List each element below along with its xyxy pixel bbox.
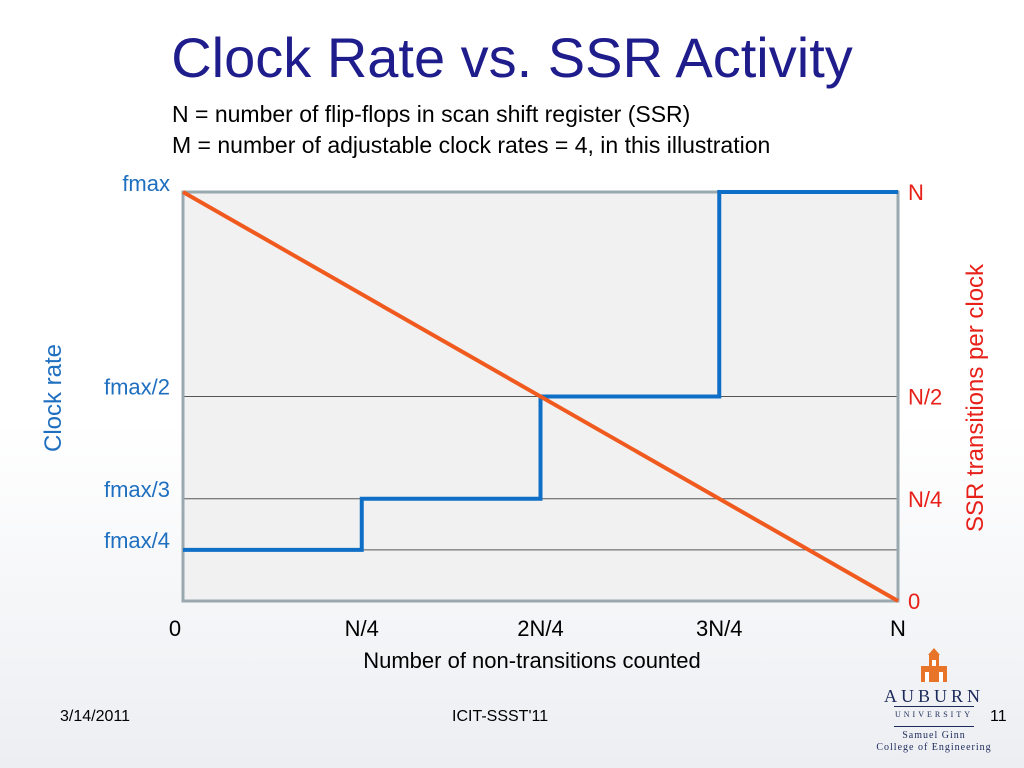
left-tick-label: fmax/4 [104, 528, 170, 553]
footer-date: 3/14/2011 [60, 708, 130, 725]
plot-frame [181, 190, 900, 603]
right-tick-label: N [908, 180, 924, 205]
logo-rule-bottom [894, 726, 974, 727]
x-tick-label: 2N/4 [517, 616, 563, 641]
subtitle-line-n: N = number of flip-flops in scan shift r… [172, 101, 691, 127]
subtitle-line-m: M = number of adjustable clock rates = 4… [172, 132, 771, 158]
logo-rule-top [894, 706, 974, 707]
x-tick-label: 0 [169, 616, 181, 641]
footer-page-number: 11 [990, 708, 1007, 725]
left-axis-label: Clock rate [40, 344, 67, 452]
logo-college: Samuel Ginn College of Engineering [866, 730, 1002, 754]
transitions-line-series [182, 190, 899, 603]
right-axis-label: SSR transitions per clock [962, 263, 989, 532]
right-tick-label: N/4 [908, 487, 942, 512]
logo-wordmark: AUBURN [883, 686, 984, 706]
logo-university: UNIVERSITY [895, 710, 973, 719]
left-tick-label: fmax [122, 171, 170, 196]
left-tick-label: fmax/2 [104, 375, 170, 400]
x-tick-label: N/4 [345, 616, 379, 641]
logo-college-line1: Samuel Ginn [902, 730, 966, 741]
right-tick-label: 0 [908, 589, 920, 614]
slide-title: Clock Rate vs. SSR Activity [171, 26, 853, 89]
right-tick-label: N/2 [908, 385, 942, 410]
left-tick-label: fmax/3 [104, 477, 170, 502]
logo-college-line2: College of Engineering [876, 742, 992, 753]
auburn-tower-icon [921, 648, 947, 682]
slide-subtitle: N = number of flip-flops in scan shift r… [172, 99, 770, 161]
x-tick-label: N [890, 616, 906, 641]
x-tick-label: 3N/4 [696, 616, 742, 641]
clock-rate-step-series [183, 190, 898, 552]
auburn-logo: AUBURN UNIVERSITY Samuel Ginn College of… [866, 648, 1002, 758]
x-axis-label: Number of non-transitions counted [363, 648, 701, 673]
footer-conference: ICIT-SSST'11 [452, 708, 549, 725]
